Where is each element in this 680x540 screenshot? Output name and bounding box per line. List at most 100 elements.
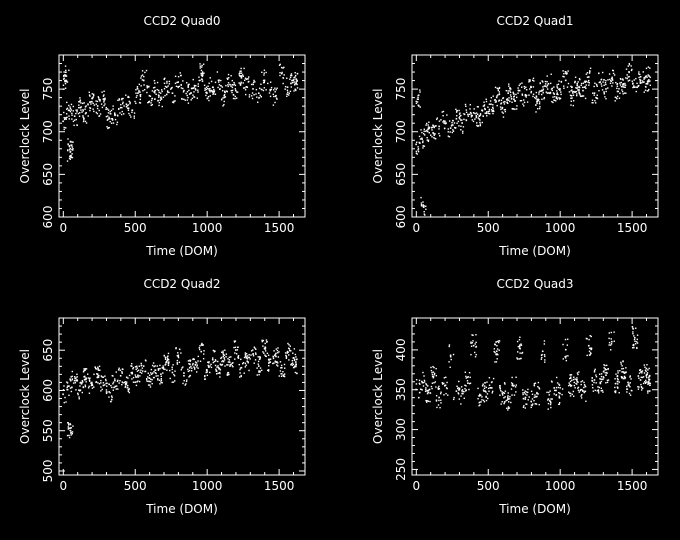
data-point-cloud xyxy=(553,99,556,102)
data-point-cloud xyxy=(117,99,119,102)
data-point-cloud xyxy=(112,381,115,383)
data-point-cloud xyxy=(550,88,553,90)
data-point-cloud xyxy=(515,384,517,386)
data-point-cloud xyxy=(479,113,482,115)
data-point-cloud xyxy=(580,383,582,386)
data-point-cloud xyxy=(485,386,487,389)
data-point-cloud xyxy=(68,109,71,112)
data-point-cloud xyxy=(173,375,176,377)
data-point-cloud xyxy=(644,75,647,78)
data-point-cloud xyxy=(286,89,289,91)
data-point-cloud xyxy=(510,88,512,90)
data-point-cloud xyxy=(469,104,471,106)
data-point-cloud xyxy=(65,113,68,115)
data-point-cloud xyxy=(475,341,477,344)
data-point-cloud xyxy=(564,357,567,359)
data-point-cloud xyxy=(483,105,485,107)
data-point-cloud xyxy=(226,373,229,375)
data-point-cloud xyxy=(574,387,576,389)
data-point-cloud xyxy=(283,375,285,377)
data-point-cloud xyxy=(556,86,558,88)
data-point-cloud xyxy=(568,382,570,384)
data-point-cloud xyxy=(538,101,541,103)
data-point-cloud xyxy=(577,81,579,83)
data-point-cloud xyxy=(172,101,175,104)
data-point-cloud xyxy=(64,79,66,82)
data-point-cloud xyxy=(293,359,296,361)
data-point-cloud xyxy=(122,97,124,100)
data-point-cloud xyxy=(421,131,423,134)
data-point-cloud xyxy=(233,83,236,86)
data-point-cloud xyxy=(209,91,211,93)
data-point-cloud xyxy=(83,368,85,370)
data-point-cloud xyxy=(495,100,497,102)
data-point-cloud xyxy=(530,401,533,403)
data-point-cloud xyxy=(289,345,292,347)
data-point-cloud xyxy=(212,93,214,95)
data-point-cloud xyxy=(146,86,149,88)
data-point-cloud xyxy=(196,97,199,99)
data-point-cloud xyxy=(230,75,232,77)
data-point xyxy=(275,355,277,358)
data-point-cloud xyxy=(536,391,538,394)
data-point-cloud xyxy=(608,344,610,346)
data-point-cloud xyxy=(459,118,461,120)
data-point-cloud xyxy=(416,101,419,103)
data-point-cloud xyxy=(98,369,100,371)
data-point-cloud xyxy=(223,359,226,361)
data-point-cloud xyxy=(106,126,108,128)
data-point-cloud xyxy=(204,374,206,377)
data-point xyxy=(570,94,573,97)
data-point-cloud xyxy=(98,374,100,377)
data-point-cloud xyxy=(265,89,267,91)
data-point-cloud xyxy=(574,76,577,78)
data-point-cloud xyxy=(214,359,217,361)
data-point-cloud xyxy=(522,406,525,409)
data-point-cloud xyxy=(170,88,172,90)
data-point-cloud xyxy=(584,385,587,388)
data-point-cloud xyxy=(441,382,444,384)
data-point-cloud xyxy=(68,436,71,439)
data-point-cloud xyxy=(534,394,536,396)
data-point-cloud xyxy=(157,368,159,370)
data-point-cloud xyxy=(417,146,419,148)
data-point xyxy=(559,392,561,395)
data-point-cloud xyxy=(194,361,197,363)
data-point-cloud xyxy=(527,388,529,391)
data-point-cloud xyxy=(544,85,547,87)
data-point-cloud xyxy=(291,79,293,82)
data-point-cloud xyxy=(460,125,462,128)
data-point-cloud xyxy=(558,403,560,406)
data-point-cloud xyxy=(587,81,589,83)
data-point-cloud xyxy=(530,85,532,88)
data-point-cloud xyxy=(143,88,146,91)
data-point-cloud xyxy=(255,353,257,355)
data-point-cloud xyxy=(581,86,584,89)
data-point-cloud xyxy=(121,98,123,101)
data-point-cloud xyxy=(631,68,633,71)
data-point xyxy=(165,86,168,88)
data-point-cloud xyxy=(205,86,208,88)
data-point-cloud xyxy=(252,354,255,357)
data-point-cloud xyxy=(592,387,594,389)
data-point-cloud xyxy=(627,384,629,386)
data-point-cloud xyxy=(647,369,649,371)
data-point-cloud xyxy=(574,91,576,93)
data-point-cloud xyxy=(68,385,70,387)
data-point-cloud xyxy=(197,367,199,369)
y-tick-label: 600 xyxy=(394,206,408,229)
data-point-cloud xyxy=(206,87,209,90)
data-point-cloud xyxy=(140,364,143,366)
data-point-cloud xyxy=(431,371,433,374)
data-point-cloud xyxy=(128,100,130,103)
data-point-cloud xyxy=(469,111,472,114)
data-point-cloud xyxy=(227,82,230,84)
data-point-cloud xyxy=(79,99,82,101)
data-point-cloud xyxy=(522,393,524,396)
data-point-cloud xyxy=(485,98,487,100)
data-point-cloud xyxy=(231,86,234,89)
data-point-cloud xyxy=(524,93,527,96)
data-point-cloud xyxy=(174,82,177,85)
data-point-cloud xyxy=(622,377,624,380)
data-point-cloud xyxy=(544,361,546,363)
